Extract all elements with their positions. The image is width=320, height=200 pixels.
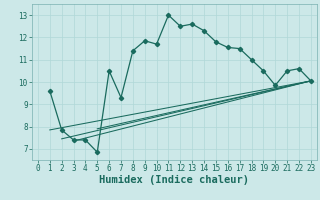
- X-axis label: Humidex (Indice chaleur): Humidex (Indice chaleur): [100, 175, 249, 185]
